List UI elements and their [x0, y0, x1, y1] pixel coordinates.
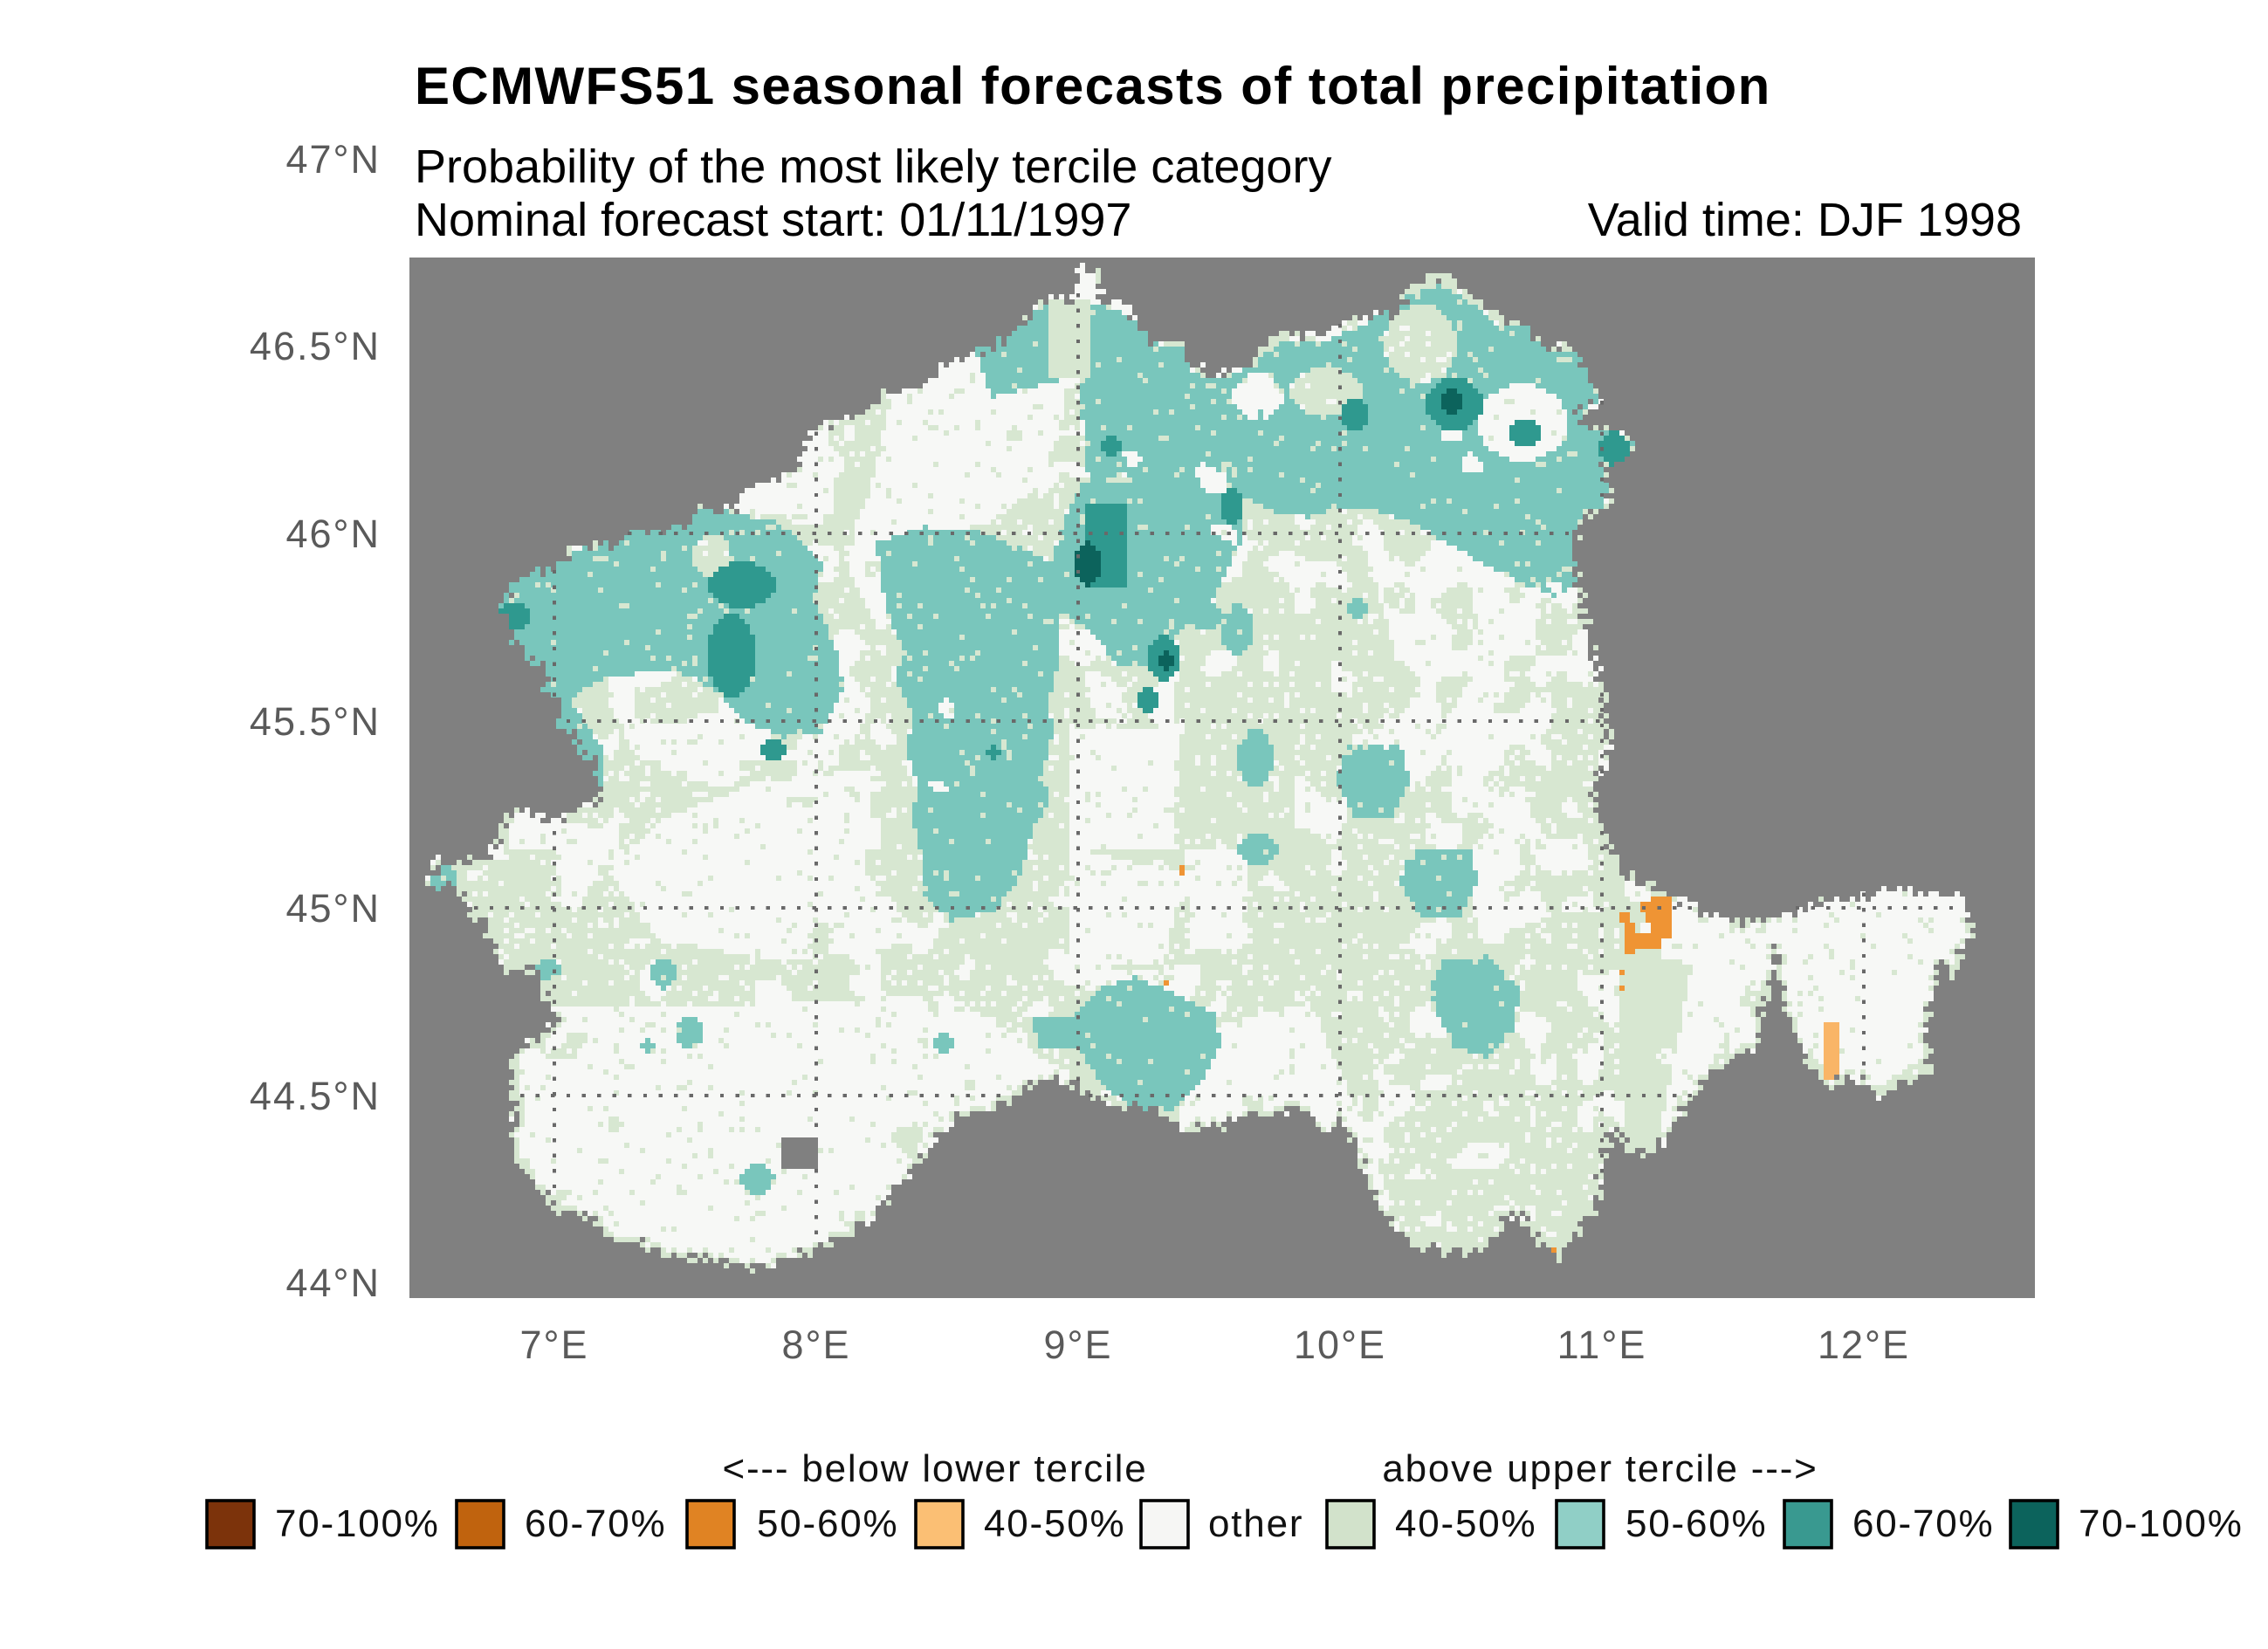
- svg-text:45.5°N: 45.5°N: [250, 699, 381, 744]
- svg-text:44.5°N: 44.5°N: [250, 1074, 381, 1118]
- svg-text:ECMWFS51 seasonal forecasts of: ECMWFS51 seasonal forecasts of total pre…: [415, 57, 1771, 115]
- svg-text:other: other: [1208, 1502, 1303, 1545]
- svg-text:9°E: 9°E: [1043, 1323, 1112, 1367]
- svg-text:11°E: 11°E: [1557, 1323, 1647, 1367]
- svg-text:50-60%: 50-60%: [1625, 1502, 1767, 1545]
- svg-text:46.5°N: 46.5°N: [250, 324, 381, 368]
- svg-text:8°E: 8°E: [781, 1323, 850, 1367]
- svg-text:7°E: 7°E: [519, 1323, 588, 1367]
- svg-text:50-60%: 50-60%: [757, 1502, 898, 1545]
- svg-text:45°N: 45°N: [285, 886, 381, 931]
- svg-text:60-70%: 60-70%: [525, 1502, 666, 1545]
- svg-text:70-100%: 70-100%: [275, 1502, 440, 1545]
- svg-text:44°N: 44°N: [285, 1261, 381, 1305]
- svg-text:above upper tercile --->: above upper tercile --->: [1382, 1447, 1818, 1490]
- svg-text:Valid time: DJF 1998: Valid time: DJF 1998: [1588, 194, 2022, 246]
- svg-text:12°E: 12°E: [1818, 1323, 1910, 1367]
- svg-text:47°N: 47°N: [285, 137, 381, 182]
- svg-text:60-70%: 60-70%: [1852, 1502, 1994, 1545]
- svg-text:70-100%: 70-100%: [2079, 1502, 2244, 1545]
- svg-text:<--- below lower tercile: <--- below lower tercile: [722, 1447, 1147, 1490]
- svg-text:Probability of the most likely: Probability of the most likely tercile c…: [415, 141, 1331, 193]
- svg-text:10°E: 10°E: [1294, 1323, 1386, 1367]
- svg-text:46°N: 46°N: [285, 512, 381, 556]
- svg-text:40-50%: 40-50%: [984, 1502, 1125, 1545]
- svg-text:40-50%: 40-50%: [1395, 1502, 1536, 1545]
- svg-text:Nominal forecast start: 01/11/: Nominal forecast start: 01/11/1997: [415, 194, 1131, 246]
